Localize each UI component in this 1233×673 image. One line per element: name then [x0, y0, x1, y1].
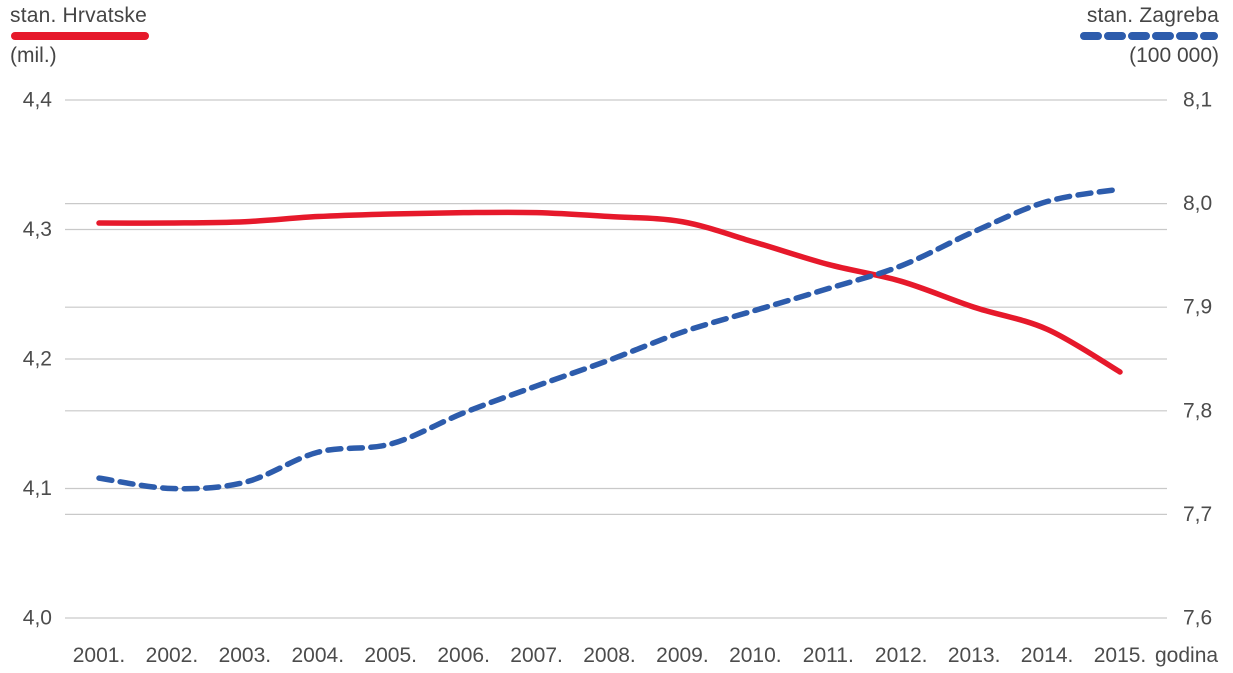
right-axis-tick-label: 7,7 — [1183, 503, 1212, 526]
x-axis-tick-label: 2013. — [948, 644, 1001, 667]
x-axis-tick-label: 2002. — [146, 644, 199, 667]
x-axis-tick-label: 2011. — [803, 644, 854, 667]
left-axis-tick-label: 4,0 — [23, 607, 52, 630]
hrvatske-line-swatch — [11, 32, 149, 40]
x-axis-tick-labels: 2001. 2002. 2003. 2004. 2005. 2006. 2007. 2008.… — [73, 644, 1219, 667]
legend-zagreb-label: stan. Zagreba — [1086, 4, 1219, 27]
x-axis-tick-label: 2015. — [1094, 644, 1147, 667]
x-axis-title: godina — [1155, 644, 1218, 667]
x-axis-tick-label: 2001. — [73, 644, 126, 667]
legend-hrvatske-unit: (mil.) — [10, 44, 57, 67]
right-axis-tick-label: 7,9 — [1183, 296, 1212, 319]
x-axis-tick-label: 2005. — [364, 644, 417, 667]
x-axis-tick-label: 2012. — [875, 644, 928, 667]
hrvatske-series-line — [96, 209, 1123, 375]
right-axis-tick-label: 7,6 — [1183, 607, 1212, 630]
legend-zagreb: stan. Zagreba (100 000) — [1079, 5, 1219, 66]
x-axis-tick-label: 2007. — [510, 644, 563, 667]
legend-hrvatske-label: stan. Hrvatske — [10, 4, 148, 27]
x-axis-tick-label: 2003. — [219, 644, 272, 667]
legend-zagreb-unit: (100 000) — [1129, 44, 1219, 67]
x-axis-tick-label: 2009. — [656, 644, 709, 667]
x-axis-tick-label: 2008. — [583, 644, 636, 667]
right-axis-tick-label: 8,0 — [1183, 192, 1212, 215]
left-axis-tick-label: 4,1 — [23, 477, 52, 500]
left-axis-tick-label: 4,4 — [23, 89, 53, 112]
left-axis-tick-labels: 4,4 4,3 4,2 4,1 4,0 — [23, 89, 53, 630]
x-axis-tick-label: 2006. — [437, 644, 490, 667]
x-axis-tick-label: 2010. — [729, 644, 782, 667]
right-axis-tick-label: 7,8 — [1183, 399, 1212, 422]
x-axis-tick-label: 2014. — [1021, 644, 1074, 667]
left-axis-tick-label: 4,2 — [23, 348, 52, 371]
right-axis-tick-label: 8,1 — [1183, 89, 1212, 112]
left-axis-tick-label: 4,3 — [23, 218, 52, 241]
x-axis-tick-label: 2004. — [292, 644, 345, 667]
legend-hrvatske: stan. Hrvatske (mil.) — [10, 5, 150, 66]
right-axis-tick-labels: 8,1 8,0 7,9 7,8 7,7 7,6 — [1183, 89, 1212, 630]
zagreb-line-swatch — [1080, 32, 1218, 40]
zagreb-series-line — [96, 186, 1123, 492]
